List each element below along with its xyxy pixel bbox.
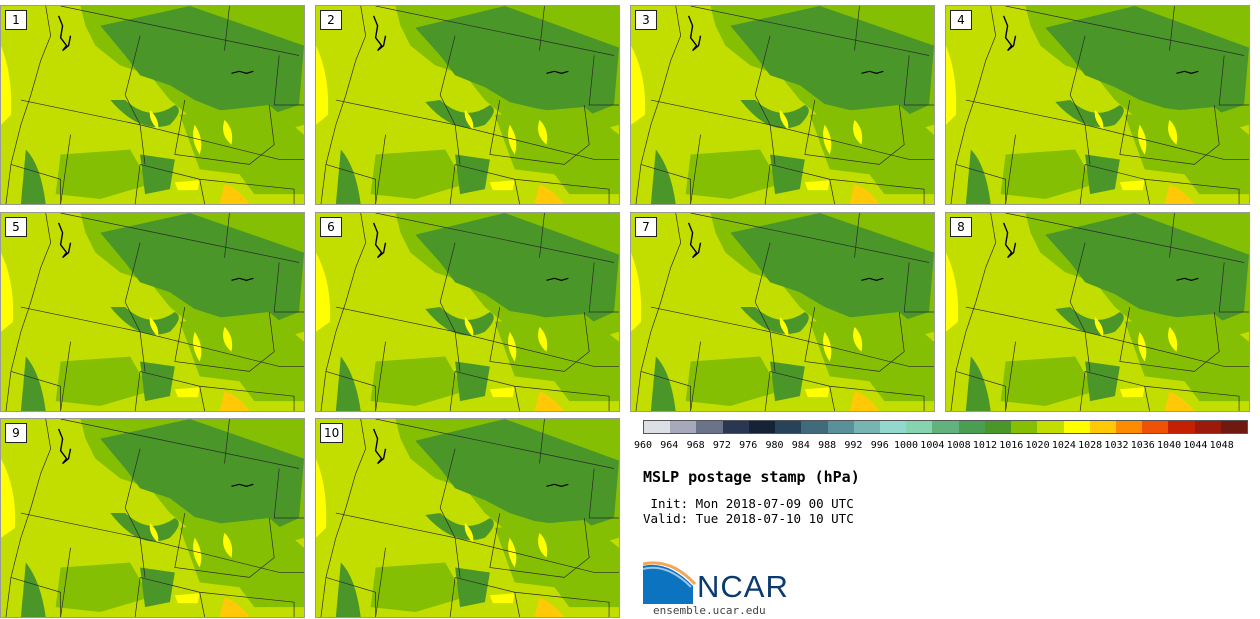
panel-number-label: 8 xyxy=(950,217,972,237)
colorbar-segment xyxy=(984,421,1012,433)
panel-number-label: 9 xyxy=(5,423,27,443)
ncar-logo-icon xyxy=(643,561,697,604)
map-panel-9: 9 xyxy=(0,418,305,618)
colorbar-segment xyxy=(670,421,697,433)
colorbar-segment xyxy=(748,421,776,433)
colorbar-tick-label: 1032 xyxy=(1104,440,1129,451)
colorbar-tick-label: 1040 xyxy=(1157,440,1182,451)
colorbar-tick-label: 988 xyxy=(818,440,837,451)
colorbar-tick-label: 960 xyxy=(633,440,653,451)
colorbar-tick-label: 972 xyxy=(712,440,731,451)
logo-wordmark: NCAR xyxy=(697,569,789,604)
colorbar-tick-label: 976 xyxy=(739,440,758,451)
init-time: Init: Mon 2018-07-09 00 UTC xyxy=(643,496,854,511)
colorbar-tick-label: 984 xyxy=(791,440,810,451)
colorbar-segment xyxy=(775,421,802,433)
colorbar-segment xyxy=(1194,421,1221,433)
map-panel-6: 6 xyxy=(315,212,620,412)
panel-number-label: 5 xyxy=(5,217,27,237)
colorbar-segment xyxy=(932,421,959,433)
colorbar-tick-label: 1016 xyxy=(999,440,1024,451)
panel-number-label: 4 xyxy=(950,10,972,30)
colorbar-tick-label: 980 xyxy=(765,440,784,451)
panel-number-label: 7 xyxy=(635,217,657,237)
colorbar-segment xyxy=(879,421,907,433)
colorbar-segment xyxy=(1115,421,1143,433)
colorbar-tick-label: 1008 xyxy=(946,440,971,451)
panel-number-label: 1 xyxy=(5,10,27,30)
colorbar-segment xyxy=(696,421,723,433)
colorbar xyxy=(643,420,1248,434)
colorbar-segment xyxy=(1037,421,1064,433)
map-panel-4: 4 xyxy=(945,5,1250,205)
chart-title: MSLP postage stamp (hPa) xyxy=(643,468,860,486)
colorbar-tick-label: 996 xyxy=(870,440,889,451)
map-panel-1: 1 xyxy=(0,5,305,205)
site-url: ensemble.ucar.edu xyxy=(653,604,766,617)
map-panel-10: 10 xyxy=(315,418,620,618)
colorbar-tick-label: 1020 xyxy=(1025,440,1050,451)
panel-number-label: 10 xyxy=(320,423,344,443)
colorbar-segment xyxy=(958,421,985,433)
colorbar-tick-label: 1036 xyxy=(1130,440,1155,451)
colorbar-tick-label: 1000 xyxy=(893,440,919,451)
colorbar-segment xyxy=(853,421,880,433)
colorbar-tick-label: 1048 xyxy=(1209,440,1234,451)
map-panel-5: 5 xyxy=(0,212,305,412)
colorbar-segment xyxy=(1089,421,1116,433)
panel-number-label: 3 xyxy=(635,10,657,30)
colorbar-tick-label: 992 xyxy=(844,440,863,451)
panel-number-label: 2 xyxy=(320,10,342,30)
colorbar-segment xyxy=(801,421,828,433)
colorbar-tick-label: 1044 xyxy=(1183,440,1208,451)
colorbar-tick-label: 968 xyxy=(686,440,705,451)
colorbar-tick-label: 1028 xyxy=(1078,440,1103,451)
colorbar-segment xyxy=(1168,421,1195,433)
colorbar-segment xyxy=(827,421,854,433)
colorbar-segment xyxy=(722,421,749,433)
map-panel-7: 7 xyxy=(630,212,935,412)
colorbar-segment xyxy=(1142,421,1169,433)
colorbar-tick-label: 964 xyxy=(660,440,679,451)
colorbar-tick-label: 1024 xyxy=(1051,440,1076,451)
valid-time: Valid: Tue 2018-07-10 10 UTC xyxy=(643,511,854,526)
colorbar-segment xyxy=(906,421,933,433)
colorbar-segment xyxy=(1011,421,1038,433)
colorbar-segment xyxy=(1220,421,1248,433)
colorbar-tick-labels: 960 964 968 972 976 980 984 988 992 996 1000 1004 10… xyxy=(634,440,1248,454)
colorbar-segment xyxy=(644,421,671,433)
panel-number-label: 6 xyxy=(320,217,342,237)
colorbar-tick-label: 1012 xyxy=(972,440,997,451)
map-panel-2: 2 xyxy=(315,5,620,205)
colorbar-tick-label: 1004 xyxy=(920,440,945,451)
map-panel-3: 3 xyxy=(630,5,935,205)
colorbar-segment xyxy=(1063,421,1090,433)
map-panel-8: 8 xyxy=(945,212,1250,412)
